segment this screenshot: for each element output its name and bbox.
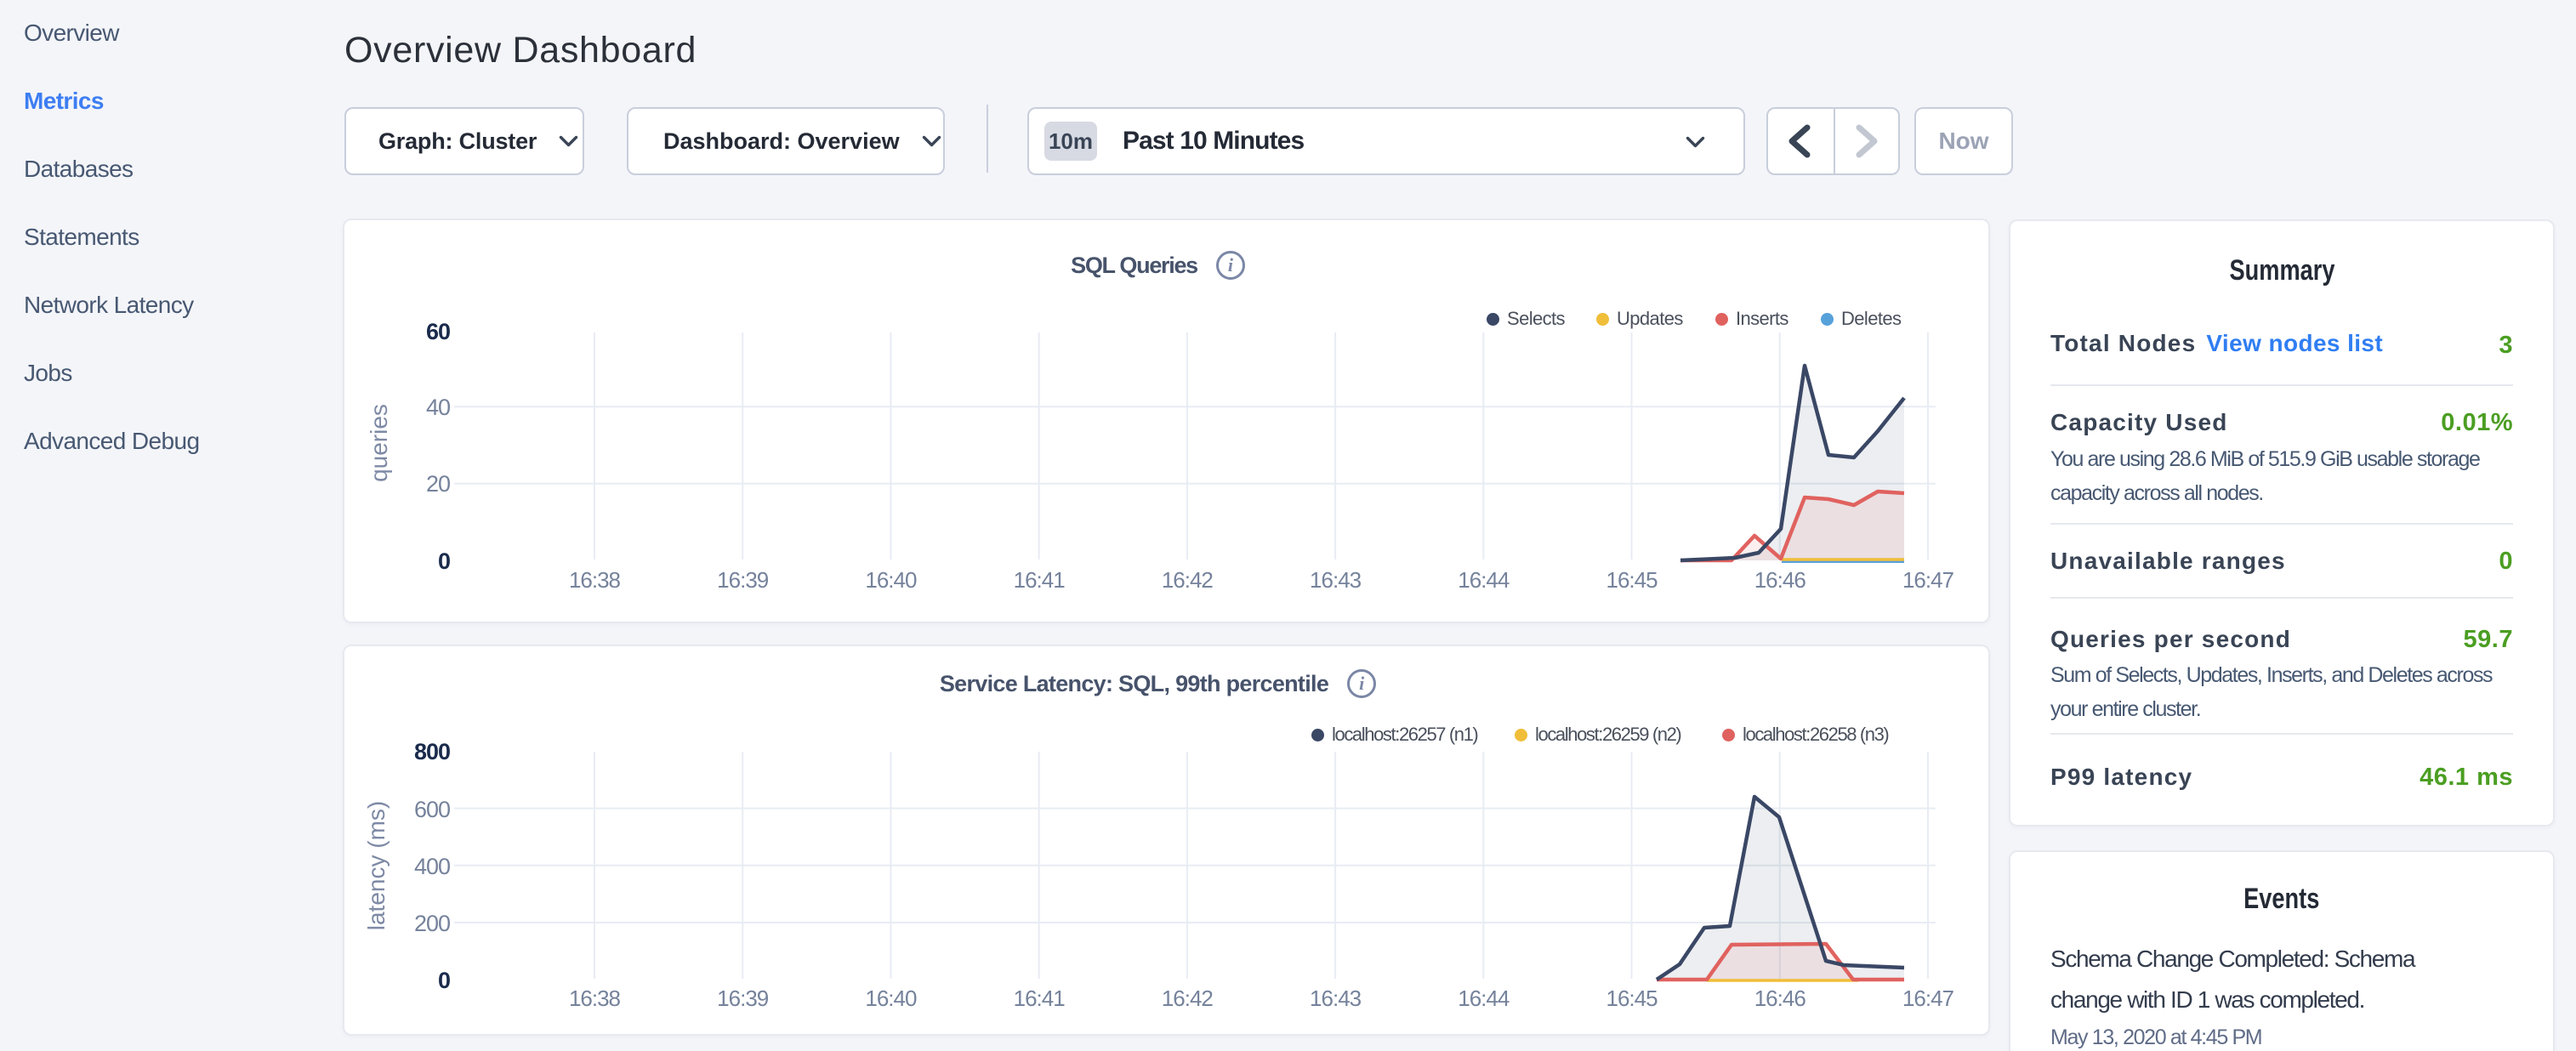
svg-text:0: 0 <box>438 968 450 993</box>
svg-text:16:44: 16:44 <box>1458 567 1510 593</box>
svg-text:16:43: 16:43 <box>1310 567 1362 593</box>
svg-text:latency (ms): latency (ms) <box>363 801 390 930</box>
svg-text:60: 60 <box>426 319 450 344</box>
svg-text:20: 20 <box>426 471 450 497</box>
svg-text:40: 40 <box>426 395 450 420</box>
svg-text:800: 800 <box>414 739 450 764</box>
svg-text:16:46: 16:46 <box>1754 567 1806 593</box>
svg-text:16:45: 16:45 <box>1606 567 1658 593</box>
svg-text:16:45: 16:45 <box>1606 986 1658 1011</box>
svg-text:16:46: 16:46 <box>1754 986 1806 1011</box>
svg-text:16:41: 16:41 <box>1014 567 1066 593</box>
svg-text:16:42: 16:42 <box>1162 986 1214 1011</box>
svg-text:16:41: 16:41 <box>1014 986 1066 1011</box>
svg-text:16:47: 16:47 <box>1902 986 1954 1011</box>
svg-text:0: 0 <box>438 548 450 574</box>
svg-text:16:44: 16:44 <box>1458 986 1510 1011</box>
svg-text:400: 400 <box>414 854 450 879</box>
svg-text:16:43: 16:43 <box>1310 986 1362 1011</box>
svg-text:16:39: 16:39 <box>717 567 769 593</box>
svg-text:16:40: 16:40 <box>865 986 917 1011</box>
svg-text:16:42: 16:42 <box>1162 567 1214 593</box>
svg-text:16:39: 16:39 <box>717 986 769 1011</box>
svg-text:16:47: 16:47 <box>1902 567 1954 593</box>
svg-text:16:38: 16:38 <box>569 567 621 593</box>
svg-text:200: 200 <box>414 911 450 936</box>
svg-text:600: 600 <box>414 797 450 822</box>
svg-text:16:38: 16:38 <box>569 986 621 1011</box>
svg-text:queries: queries <box>366 404 392 482</box>
svg-text:16:40: 16:40 <box>865 567 917 593</box>
